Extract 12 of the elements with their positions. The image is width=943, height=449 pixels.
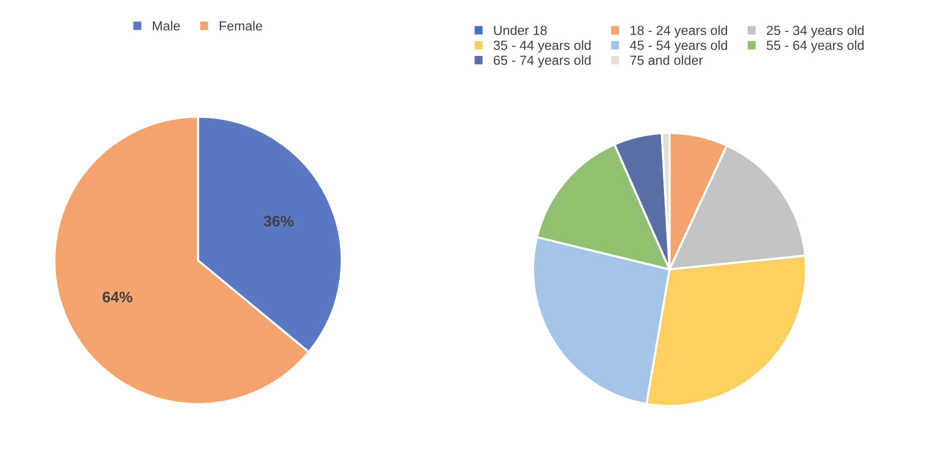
legend-label: 18 - 24 years old [630, 25, 728, 38]
legend-label: 25 - 34 years old [766, 25, 864, 38]
legend-label: 35 - 44 years old [494, 40, 591, 53]
legend-label: 75 and older [630, 55, 703, 65]
legend-label: Male [152, 20, 180, 31]
legend-label: Under 18 [494, 25, 547, 36]
legend-label: 45 - 54 years old [630, 40, 728, 53]
legend-label: 55 - 64 years old [766, 40, 864, 53]
legend-label: 65 - 74 years old [494, 55, 591, 68]
data-label: 36% [264, 216, 294, 227]
legend-label: Female [220, 20, 262, 31]
data-label: 64% [102, 292, 132, 302]
